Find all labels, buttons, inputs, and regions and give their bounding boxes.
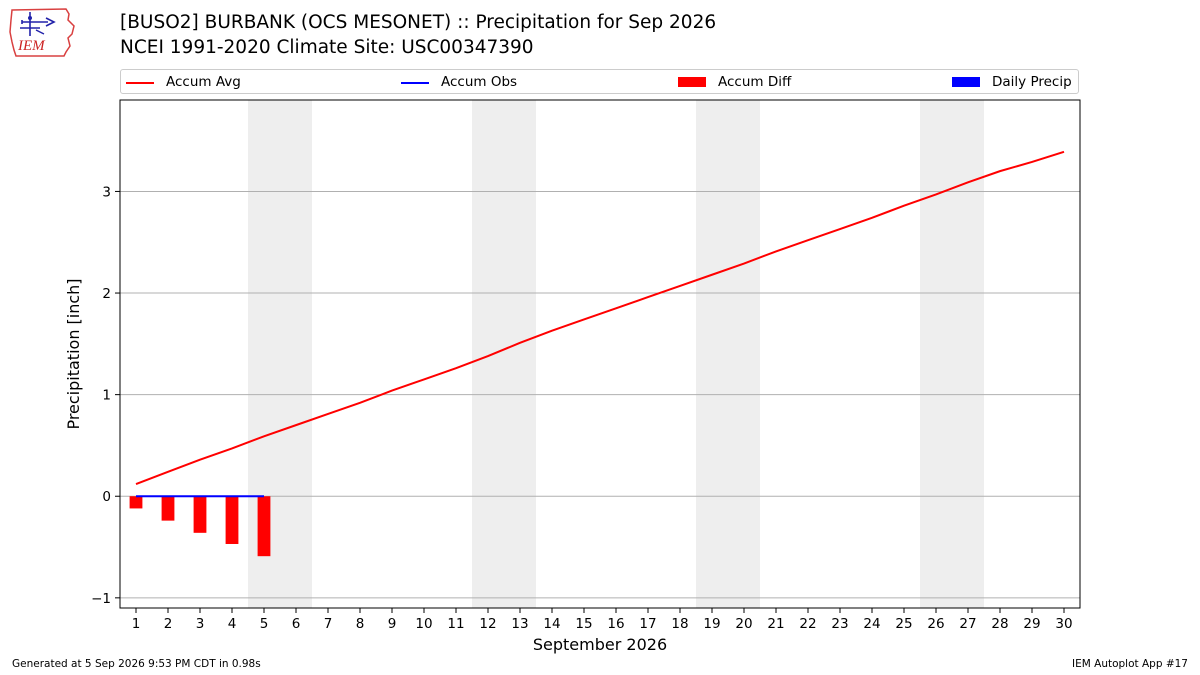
legend-label: Accum Diff [718,74,792,90]
bar-accum-diff [129,496,143,509]
weekend-shade [728,100,760,608]
x-tick-label: 17 [639,616,656,632]
x-tick-label: 14 [543,616,560,632]
x-tick-label: 15 [575,616,592,632]
legend-swatch [678,77,706,87]
x-tick-label: 4 [228,616,237,632]
x-tick-label: 26 [927,616,944,632]
legend-swatch [401,82,429,84]
bar-accum-diff [257,496,271,557]
iem-logo: IEM [9,8,75,57]
y-tick-label: 1 [102,388,111,404]
bar-accum-diff [225,496,239,544]
x-tick-label: 22 [799,616,816,632]
x-tick-label: 30 [1055,616,1072,632]
bar-accum-diff [193,496,207,533]
x-tick-label: 28 [991,616,1008,632]
chart-title: [BUSO2] BURBANK (OCS MESONET) :: Precipi… [120,12,717,33]
series-line-accum-avg [135,150,1065,485]
y-axis-label: Precipitation [inch] [64,278,83,429]
legend-swatch [126,82,154,84]
x-tick-label: 1 [132,616,141,632]
legend-swatch [952,77,980,87]
x-tick-label: 2 [164,616,173,632]
weekend-shade [504,100,536,608]
x-tick-label: 6 [292,616,301,632]
y-tick-label: 0 [102,489,111,505]
weekend-shade [280,100,312,608]
x-tick-label: 24 [863,616,880,632]
x-tick-label: 5 [260,616,269,632]
generated-timestamp: Generated at 5 Sep 2026 9:53 PM CDT in 0… [12,658,261,670]
y-tick-label: 3 [102,184,111,200]
x-tick-label: 11 [447,616,464,632]
weekend-shade [952,100,984,608]
x-axis-label: September 2026 [533,635,667,654]
y-tick-label: −1 [91,591,111,607]
x-tick-label: 8 [356,616,365,632]
logo-text: IEM [17,38,46,54]
x-tick-label: 3 [196,616,205,632]
x-tick-label: 13 [511,616,528,632]
weekend-shade [472,100,504,608]
legend-label: Accum Obs [441,74,518,90]
bar-accum-diff [161,496,175,521]
x-tick-label: 23 [831,616,848,632]
weekend-shade [920,100,952,608]
x-tick-label: 27 [959,616,976,632]
app-credit: IEM Autoplot App #17 [1072,658,1188,670]
chart-legend: Accum Avg Accum Obs Accum Diff Daily Pre… [120,69,1079,94]
plot-frame [119,99,1081,609]
x-tick-label: 20 [735,616,752,632]
x-tick-label: 7 [324,616,333,632]
x-tick-label: 9 [388,616,397,632]
x-tick-label: 18 [671,616,688,632]
x-tick-label: 29 [1023,616,1040,632]
x-tick-label: 19 [703,616,720,632]
x-tick-label: 21 [767,616,784,632]
legend-label: Accum Avg [166,74,241,90]
legend-label: Daily Precip [992,74,1072,90]
weekend-shade [696,100,728,608]
x-tick-label: 12 [479,616,496,632]
y-tick-label: 2 [102,286,111,302]
x-tick-label: 16 [607,616,624,632]
x-tick-label: 10 [415,616,432,632]
x-tick-label: 25 [895,616,912,632]
chart-subtitle: NCEI 1991-2020 Climate Site: USC00347390 [120,37,534,58]
